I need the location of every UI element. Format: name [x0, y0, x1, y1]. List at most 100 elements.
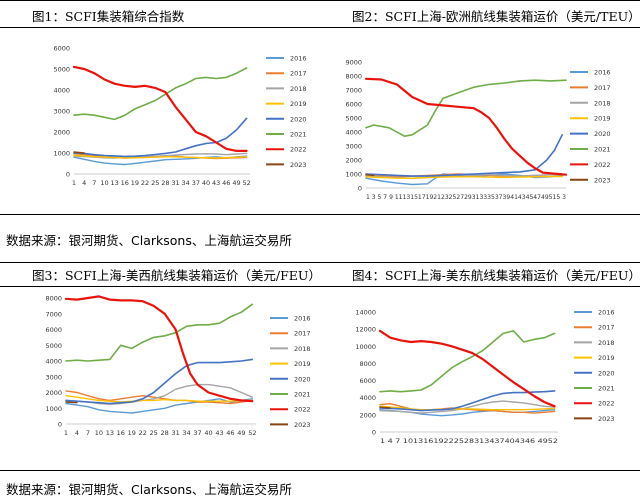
- x-tick-label: 16: [117, 429, 125, 437]
- legend-label-2022: 2022: [294, 406, 311, 414]
- legend-label-2018: 2018: [594, 99, 611, 107]
- series-line-2019: [65, 395, 253, 403]
- series-line-2020: [65, 358, 254, 405]
- title-rule-1: [0, 27, 640, 28]
- y-tick-label: 6000: [345, 101, 362, 109]
- x-tick-label: 31: [171, 179, 179, 187]
- y-tick-label: 5000: [345, 115, 362, 123]
- legend-label-2019: 2019: [294, 360, 311, 368]
- x-tick-label: 40: [204, 429, 212, 437]
- series-line-2021: [379, 330, 556, 393]
- x-tick-label: 46: [226, 429, 234, 437]
- legend-label-2023: 2023: [594, 176, 611, 184]
- series-line-2018: [379, 400, 556, 414]
- legend-label-2019: 2019: [598, 354, 615, 362]
- y-tick-label: 8000: [359, 360, 376, 368]
- x-tick-label: 4: [82, 179, 86, 187]
- series-line-2019: [379, 405, 556, 411]
- legend-label-2022: 2022: [290, 146, 307, 154]
- y-tick-label: 0: [372, 429, 376, 437]
- x-tick-label: 43: [215, 429, 223, 437]
- bottom-rule-2: [0, 470, 640, 471]
- y-tick-label: 4000: [45, 358, 62, 366]
- legend-label-2020: 2020: [594, 130, 611, 138]
- x-tick-label: 28: [161, 429, 169, 437]
- series-line-2022: [364, 77, 568, 176]
- title-rule-3: [0, 286, 640, 287]
- y-tick-label: 5000: [45, 342, 62, 350]
- y-tick-label: 2000: [53, 129, 70, 137]
- y-tick-label: 4000: [359, 394, 376, 402]
- y-tick-label: 6000: [359, 377, 376, 385]
- y-tick-label: 0: [58, 421, 62, 429]
- x-tick-label: 7: [92, 179, 96, 187]
- x-tick-label: 25: [151, 179, 159, 187]
- legend-label-2019: 2019: [594, 115, 611, 123]
- y-tick-label: 3000: [45, 373, 62, 381]
- chart-title-2: 图2：SCFI上海-欧洲航线集装箱运价（美元/TEU）: [352, 9, 640, 24]
- bottom-rule-1: [0, 214, 640, 215]
- x-tick-label: 43: [212, 179, 220, 187]
- legend-label-2016: 2016: [598, 309, 615, 317]
- x-tick-label: 40: [202, 179, 210, 187]
- source-note-1: 数据来源：银河期货、Clarksons、上海航运交易所: [6, 233, 292, 248]
- series-line-2016: [73, 155, 248, 166]
- x-tick-label: 34: [182, 429, 190, 437]
- y-tick-label: 2000: [45, 389, 62, 397]
- legend-label-2021: 2021: [294, 391, 311, 399]
- series-line-2021: [65, 303, 254, 362]
- legend-label-2016: 2016: [594, 69, 611, 77]
- series-line-2022: [378, 329, 556, 408]
- y-tick-label: 3000: [53, 108, 70, 116]
- legend-label-2023: 2023: [290, 161, 307, 169]
- chart-title-3: 图3：SCFI上海-美西航线集装箱运价（美元/FEU）: [32, 268, 321, 283]
- legend-label-2016: 2016: [294, 315, 311, 323]
- x-tick-label: 10: [100, 179, 108, 187]
- x-tick-label: 19: [131, 179, 139, 187]
- series-line-2022: [72, 65, 248, 152]
- x-tick-label: 1: [72, 179, 76, 187]
- legend-label-2018: 2018: [290, 85, 307, 93]
- y-tick-label: 7000: [345, 87, 362, 95]
- series-line-2019: [365, 175, 563, 179]
- series-line-2023: [365, 174, 375, 177]
- y-tick-label: 6000: [45, 326, 62, 334]
- y-tick-label: 0: [358, 185, 362, 193]
- y-tick-label: 12000: [355, 326, 376, 334]
- series-line-2017: [65, 390, 253, 405]
- y-tick-label: 1000: [45, 405, 62, 413]
- series-line-2020: [73, 117, 248, 158]
- legend-label-2023: 2023: [598, 415, 615, 423]
- series-line-2021: [365, 79, 567, 137]
- chart-4-plot: 0 2000 4000 6000 8000 10000 12000 14000 1 4 7 10…: [355, 309, 615, 446]
- x-tick-label: 1: [64, 429, 68, 437]
- y-tick-label: 8000: [345, 73, 362, 81]
- y-tick-label: 1000: [53, 150, 70, 158]
- y-tick-label: 4000: [345, 129, 362, 137]
- x-tick-label: 46: [222, 179, 230, 187]
- series-line-2019: [73, 154, 248, 159]
- legend-label-2017: 2017: [594, 84, 611, 92]
- y-tick-label: 6000: [53, 45, 70, 53]
- title-rule-2: [0, 262, 640, 263]
- series-line-2021: [73, 67, 248, 121]
- chart-title-1: 图1：SCFI集装箱综合指数: [32, 9, 185, 24]
- series-line-2016: [65, 398, 253, 414]
- legend-label-2018: 2018: [294, 345, 311, 353]
- x-tick-label: 7: [86, 429, 90, 437]
- source-note-2: 数据来源：银河期货、Clarksons、上海航运交易所: [6, 482, 292, 497]
- x-tick-label: 49: [232, 179, 240, 187]
- x-tick-label: 22: [139, 429, 147, 437]
- y-tick-label: 8000: [45, 295, 62, 303]
- legend-label-2017: 2017: [294, 330, 311, 338]
- series-line-2023: [65, 401, 78, 404]
- y-tick-label: 3000: [345, 143, 362, 151]
- legend-label-2020: 2020: [290, 115, 307, 123]
- legend-label-2017: 2017: [290, 70, 307, 78]
- x-tick-label: 52: [242, 179, 250, 187]
- x-tick-label: 10: [95, 429, 103, 437]
- legend-label-2023: 2023: [294, 421, 311, 429]
- chart-1-plot: 0 1000 2000 3000 4000 5000 6000 1 4 7 10 13 16 19 22 25…: [53, 45, 307, 188]
- y-tick-label: 2000: [359, 411, 376, 419]
- x-tick-label: 16: [121, 179, 129, 187]
